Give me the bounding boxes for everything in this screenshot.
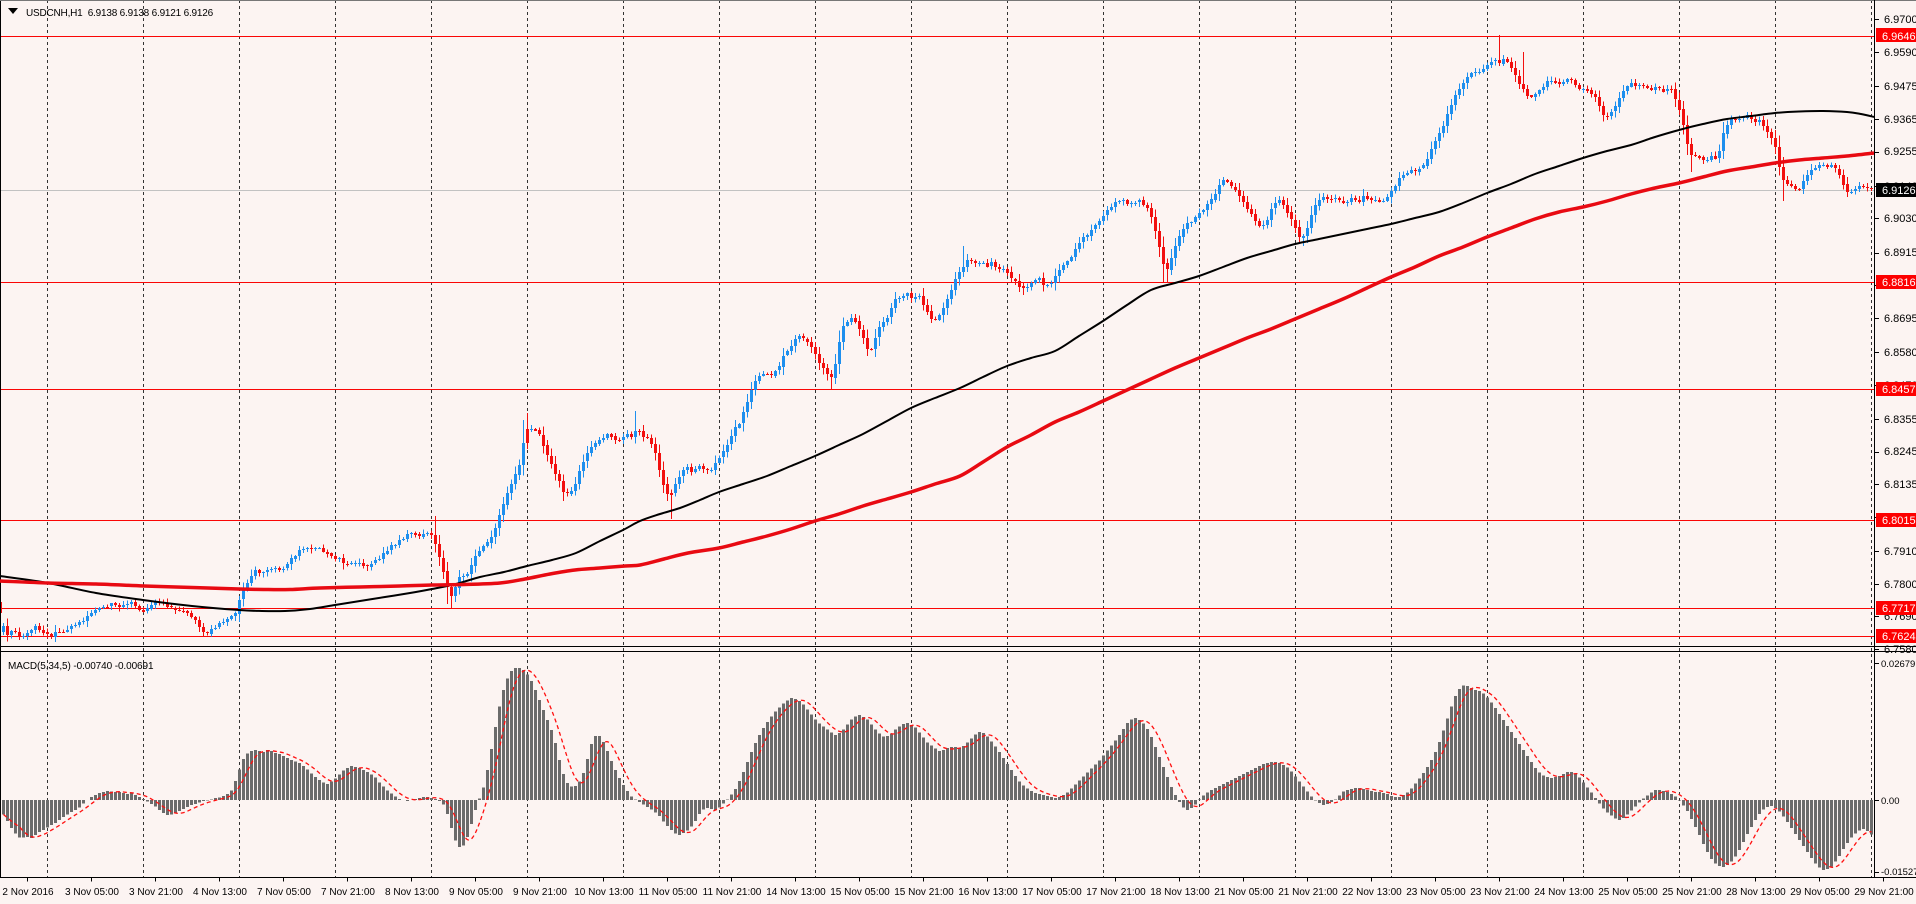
svg-text:6.7624: 6.7624	[1882, 631, 1916, 643]
svg-text:3 Nov 05:00: 3 Nov 05:00	[65, 887, 119, 898]
svg-text:11 Nov 21:00: 11 Nov 21:00	[703, 887, 762, 898]
svg-text:6.8580: 6.8580	[1884, 347, 1916, 359]
svg-text:6.7717: 6.7717	[1882, 603, 1916, 615]
svg-text:8 Nov 13:00: 8 Nov 13:00	[385, 887, 439, 898]
svg-text:MACD(5,34,5) -0.00740 -0.00691: MACD(5,34,5) -0.00740 -0.00691	[8, 661, 154, 672]
svg-text:25 Nov 05:00: 25 Nov 05:00	[1598, 887, 1658, 898]
svg-text:6.8015: 6.8015	[1882, 515, 1916, 527]
svg-text:2 Nov 2016: 2 Nov 2016	[2, 887, 54, 898]
svg-text:17 Nov 21:00: 17 Nov 21:00	[1086, 887, 1146, 898]
svg-text:6.7580: 6.7580	[1884, 644, 1916, 656]
svg-text:23 Nov 05:00: 23 Nov 05:00	[1406, 887, 1466, 898]
svg-text:7 Nov 21:00: 7 Nov 21:00	[321, 887, 375, 898]
svg-text:6.8355: 6.8355	[1884, 414, 1916, 426]
svg-text:28 Nov 13:00: 28 Nov 13:00	[1726, 887, 1786, 898]
svg-text:29 Nov 21:00: 29 Nov 21:00	[1854, 887, 1914, 898]
svg-text:-0.01527: -0.01527	[1881, 867, 1916, 878]
svg-text:16 Nov 13:00: 16 Nov 13:00	[958, 887, 1018, 898]
svg-text:9 Nov 21:00: 9 Nov 21:00	[513, 887, 567, 898]
svg-text:3 Nov 21:00: 3 Nov 21:00	[129, 887, 183, 898]
svg-text:7 Nov 05:00: 7 Nov 05:00	[257, 887, 311, 898]
svg-text:24 Nov 13:00: 24 Nov 13:00	[1534, 887, 1594, 898]
svg-text:14 Nov 13:00: 14 Nov 13:00	[766, 887, 826, 898]
svg-text:15 Nov 05:00: 15 Nov 05:00	[830, 887, 890, 898]
svg-text:29 Nov 05:00: 29 Nov 05:00	[1790, 887, 1850, 898]
svg-text:6.9255: 6.9255	[1884, 146, 1916, 158]
svg-text:6.8915: 6.8915	[1884, 247, 1916, 259]
svg-text:4 Nov 13:00: 4 Nov 13:00	[193, 887, 247, 898]
svg-text:22 Nov 13:00: 22 Nov 13:00	[1342, 887, 1402, 898]
svg-text:21 Nov 05:00: 21 Nov 05:00	[1214, 887, 1274, 898]
svg-text:6.9646: 6.9646	[1882, 31, 1916, 43]
svg-text:23 Nov 21:00: 23 Nov 21:00	[1470, 887, 1530, 898]
svg-text:15 Nov 21:00: 15 Nov 21:00	[894, 887, 954, 898]
svg-text:6.8695: 6.8695	[1884, 313, 1916, 325]
svg-text:6.9126: 6.9126	[1882, 185, 1916, 197]
svg-text:6.9030: 6.9030	[1884, 213, 1916, 225]
svg-text:25 Nov 21:00: 25 Nov 21:00	[1662, 887, 1722, 898]
svg-text:USDCNH,H1 6.9138 6.9138 6.912: USDCNH,H1 6.9138 6.9138 6.9121 6.9126	[26, 8, 214, 19]
svg-text:6.8457: 6.8457	[1882, 384, 1916, 396]
svg-text:9 Nov 05:00: 9 Nov 05:00	[449, 887, 503, 898]
svg-text:6.8816: 6.8816	[1882, 277, 1916, 289]
svg-text:6.7910: 6.7910	[1884, 546, 1916, 558]
svg-text:6.8245: 6.8245	[1884, 446, 1916, 458]
svg-text:6.9365: 6.9365	[1884, 114, 1916, 126]
svg-text:6.9700: 6.9700	[1884, 14, 1916, 26]
svg-text:6.9590: 6.9590	[1884, 47, 1916, 59]
svg-text:0.00: 0.00	[1881, 796, 1900, 807]
svg-text:18 Nov 13:00: 18 Nov 13:00	[1150, 887, 1210, 898]
svg-text:6.7800: 6.7800	[1884, 579, 1916, 591]
svg-text:6.8135: 6.8135	[1884, 479, 1916, 491]
svg-text:10 Nov 13:00: 10 Nov 13:00	[574, 887, 634, 898]
svg-text:6.9475: 6.9475	[1884, 81, 1916, 93]
svg-text:21 Nov 21:00: 21 Nov 21:00	[1278, 887, 1338, 898]
svg-text:11 Nov 05:00: 11 Nov 05:00	[639, 887, 698, 898]
svg-text:0.02679: 0.02679	[1881, 659, 1915, 670]
svg-text:17 Nov 05:00: 17 Nov 05:00	[1022, 887, 1082, 898]
